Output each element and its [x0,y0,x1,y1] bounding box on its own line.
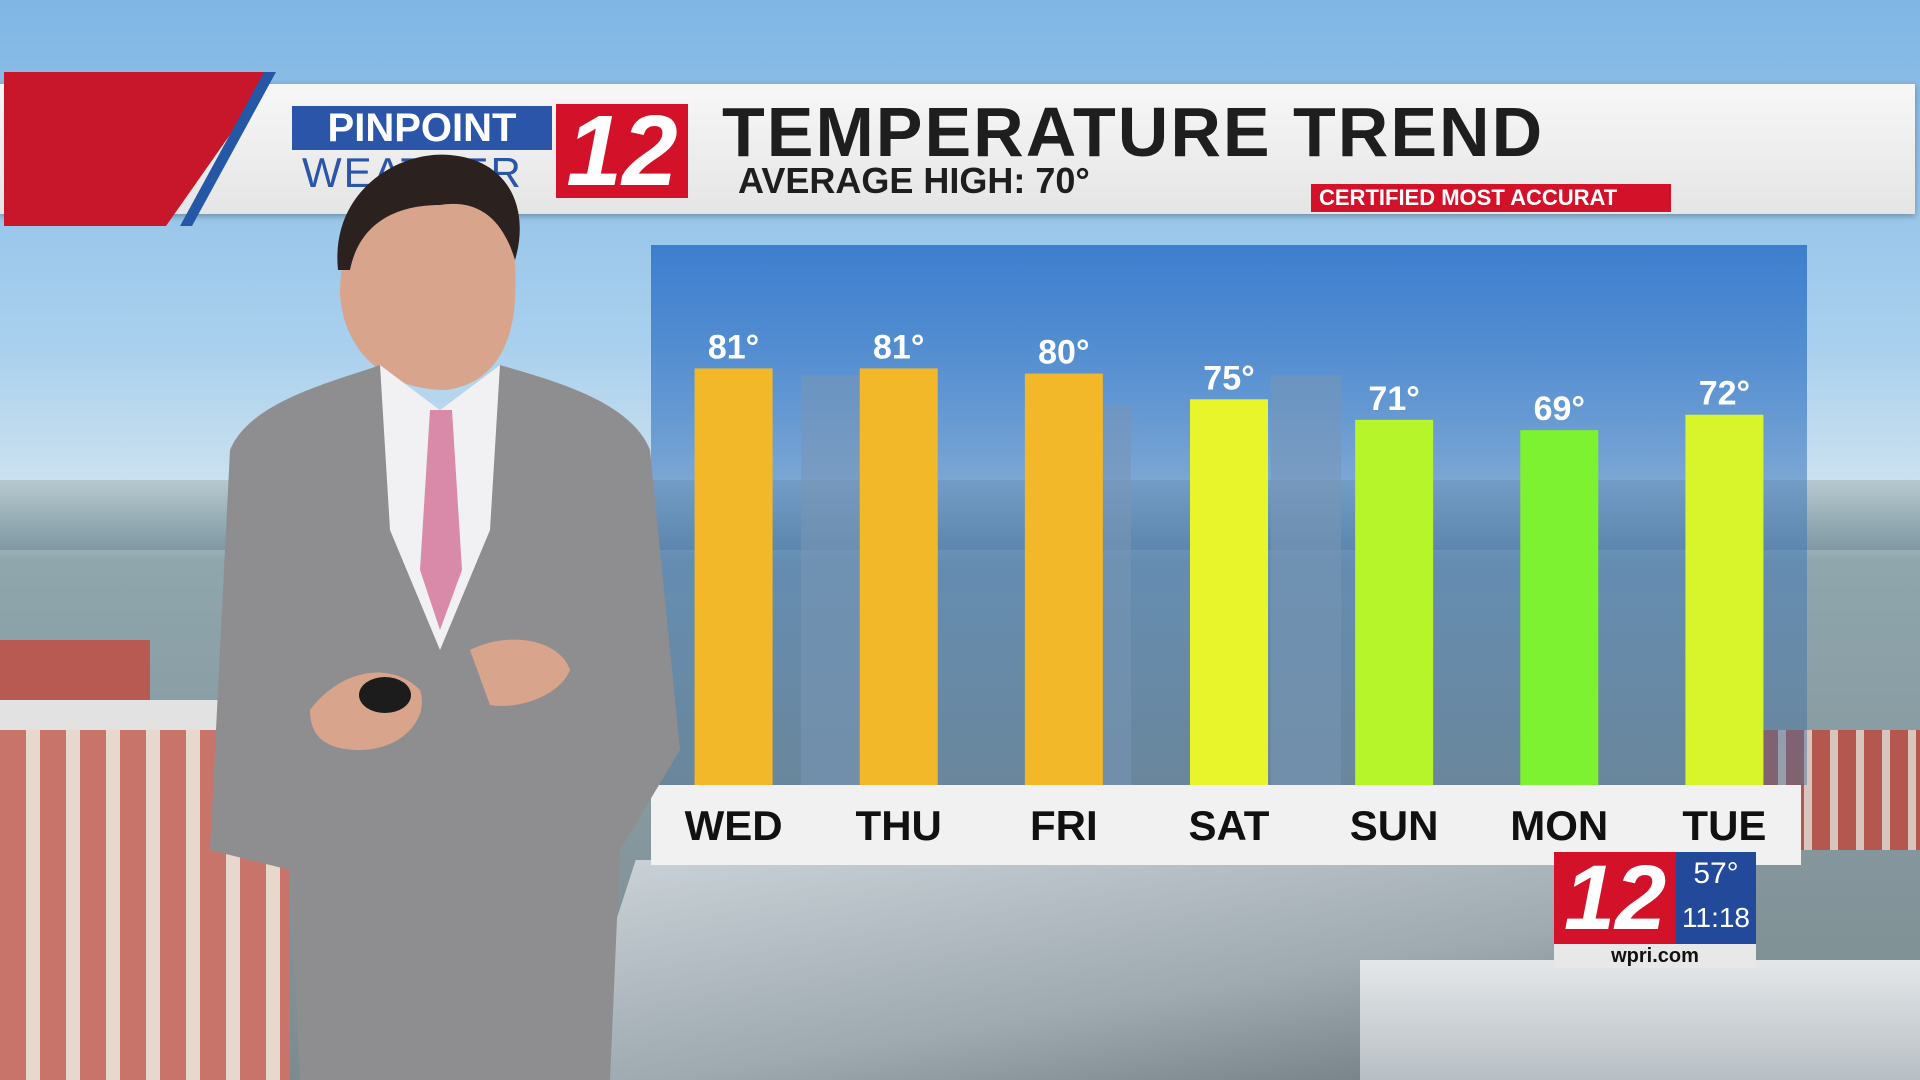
bar-sun [1355,419,1434,785]
temperature-bar-chart: 81° WED 81° THU 80° FRI 75° SAT 71° SUN 69° MON 72° T… [685,328,1767,849]
day-label-sun: SUN [1350,802,1439,849]
value-label-mon: 69° [1534,390,1585,428]
current-time: 11:18 [1682,902,1750,933]
day-label-wed: WED [685,802,783,849]
bar-thu [859,368,938,785]
value-label-fri: 80° [1038,334,1089,372]
value-label-wed: 81° [708,328,759,366]
skyline-tower [801,375,871,785]
logo-pinpoint: PINPOINT [292,106,552,150]
certified-ticker: CERTIFIED MOST ACCURAT [1311,184,1671,212]
value-label-thu: 81° [873,328,924,366]
value-label-tue: 72° [1699,375,1750,413]
day-label-strip [651,785,1801,865]
bar-sat [1190,399,1268,785]
value-label-sun: 71° [1368,380,1419,418]
bar-fri [1024,373,1103,785]
website-label: wpri.com [1554,944,1756,968]
day-label-thu: THU [856,802,942,849]
day-label-mon: MON [1510,802,1608,849]
bug-logo-12: 12 [1554,852,1676,944]
day-label-fri: FRI [1030,802,1098,849]
average-high: AVERAGE HIGH: 70° [738,160,1090,201]
bar-wed [694,368,773,785]
station-bug: 12 57° 11:18 wpri.com [1554,852,1756,968]
day-label-sat: SAT [1189,802,1270,849]
building-roof [1360,960,1920,1080]
bar-tue [1685,414,1764,785]
bug-info-panel: 57° 11:18 [1676,852,1756,944]
day-label-tue: TUE [1682,802,1766,849]
logo-12: 12 [556,101,688,201]
bar-mon [1520,430,1599,785]
value-label-sat: 75° [1203,359,1254,397]
presenter [210,154,680,1080]
page-title: TEMPERATURE TREND [722,93,1545,171]
current-temperature: 57° [1693,857,1739,890]
skyline-tower [1271,375,1341,785]
building [0,640,150,700]
